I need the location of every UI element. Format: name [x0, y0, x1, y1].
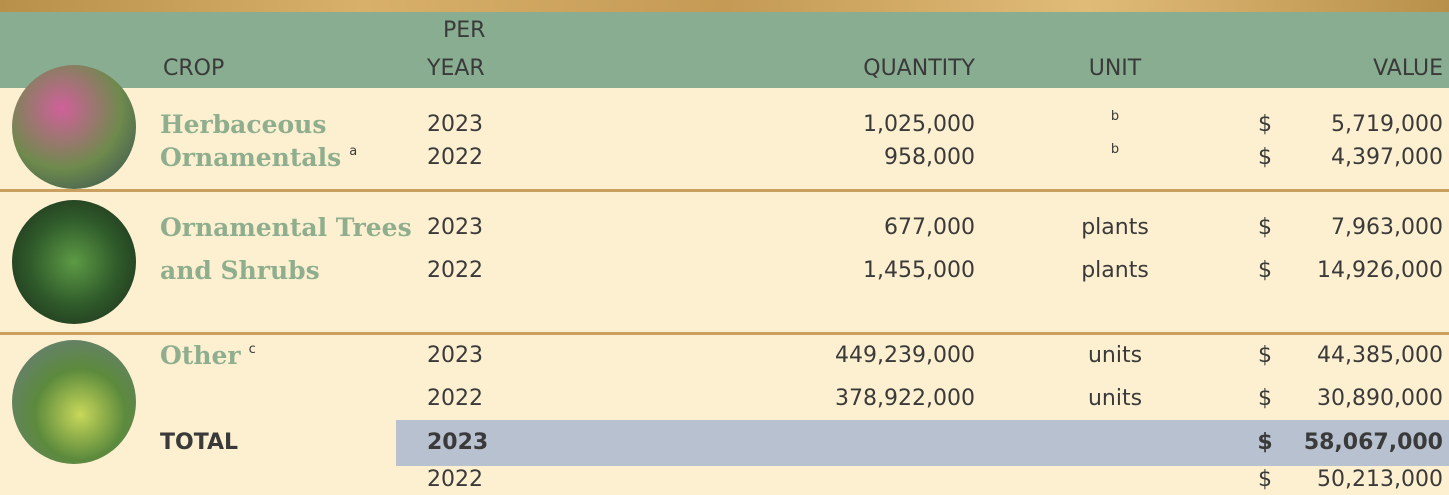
- year: 2022: [427, 385, 483, 413]
- crop-photo: [12, 200, 136, 324]
- top-bar: [0, 0, 1449, 12]
- header-crop: CROP: [163, 55, 224, 83]
- total-value: 58,067,000: [1304, 429, 1443, 457]
- crop-name: Ornamental Trees: [160, 214, 412, 242]
- value: 7,963,000: [1331, 214, 1443, 242]
- crop-photo: [12, 65, 136, 189]
- total-value: 50,213,000: [1317, 466, 1443, 494]
- header-per: PER: [443, 17, 485, 45]
- crop-name: Herbaceous: [160, 111, 326, 139]
- separator: [0, 332, 1449, 335]
- quantity: 1,455,000: [863, 257, 975, 285]
- total-year: 2022: [427, 466, 483, 494]
- year: 2023: [427, 214, 483, 242]
- year: 2022: [427, 144, 483, 172]
- header-year: YEAR: [427, 55, 485, 83]
- quantity: 677,000: [884, 214, 975, 242]
- header-quantity: QUANTITY: [863, 55, 975, 83]
- quantity: 958,000: [884, 144, 975, 172]
- quantity: 449,239,000: [835, 342, 975, 370]
- year: 2023: [427, 111, 483, 139]
- page: CROP PER YEAR QUANTITY UNIT VALUE Herbaceous Or…: [0, 0, 1449, 495]
- value: 44,385,000: [1317, 342, 1443, 370]
- total-label: TOTAL: [160, 429, 238, 457]
- header-value: VALUE: [1373, 55, 1443, 83]
- footnote-mark: a: [349, 138, 357, 166]
- crop-name: and Shrubs: [160, 257, 320, 285]
- quantity: 378,922,000: [835, 385, 975, 413]
- header-unit: UNIT: [1015, 55, 1215, 83]
- crop-photo: [12, 340, 136, 464]
- quantity: 1,025,000: [863, 111, 975, 139]
- crop-name: Other: [160, 342, 241, 370]
- value: 5,719,000: [1331, 111, 1443, 139]
- separator: [0, 189, 1449, 192]
- year: 2023: [427, 342, 483, 370]
- crop-name: Ornamentals: [160, 144, 341, 172]
- total-year: 2023: [427, 429, 488, 457]
- value: 30,890,000: [1317, 385, 1443, 413]
- value: 14,926,000: [1317, 257, 1443, 285]
- value: 4,397,000: [1331, 144, 1443, 172]
- footnote-mark: c: [249, 336, 256, 364]
- year: 2022: [427, 257, 483, 285]
